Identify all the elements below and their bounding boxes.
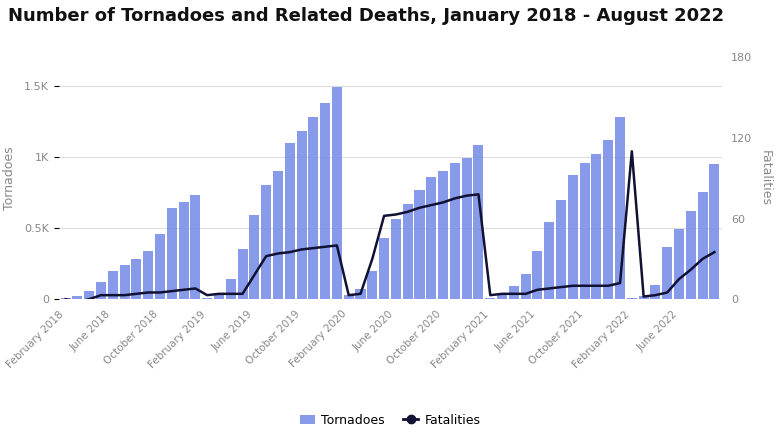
Bar [521,274,530,299]
Bar [285,143,295,299]
Bar [296,131,307,299]
Bar [261,185,271,299]
Bar [674,229,684,299]
Bar [96,282,106,299]
Bar [639,297,649,299]
Bar [214,295,224,299]
Bar [391,220,401,299]
Bar [108,271,118,299]
Bar [509,286,519,299]
Bar [615,117,625,299]
Bar [450,162,460,299]
Bar [356,289,366,299]
Bar [119,265,129,299]
Bar [697,192,707,299]
Bar [462,158,472,299]
Y-axis label: Fatalities: Fatalities [759,150,771,206]
Bar [568,176,578,299]
Bar [84,291,94,299]
Text: Number of Tornadoes and Related Deaths, January 2018 - August 2022: Number of Tornadoes and Related Deaths, … [8,7,724,25]
Bar [131,259,141,299]
Bar [308,117,318,299]
Bar [427,177,436,299]
Bar [651,285,661,299]
Bar [167,208,177,299]
Bar [473,146,484,299]
Bar [332,87,342,299]
Bar [591,154,601,299]
Bar [344,295,353,299]
Bar [438,171,448,299]
Bar [144,251,153,299]
Bar [686,211,696,299]
Bar [603,140,613,299]
Bar [250,215,259,299]
Bar [627,298,636,299]
Bar [202,298,212,299]
Y-axis label: Tornadoes: Tornadoes [2,147,16,210]
Bar [402,204,413,299]
Legend: Tornadoes, Fatalities: Tornadoes, Fatalities [295,409,485,432]
Bar [709,164,719,299]
Bar [320,103,330,299]
Bar [273,171,283,299]
Bar [556,200,566,299]
Bar [155,234,165,299]
Bar [225,279,236,299]
Bar [367,271,378,299]
Bar [662,246,672,299]
Bar [379,238,389,299]
Bar [238,249,247,299]
Bar [190,195,200,299]
Bar [533,251,542,299]
Bar [414,190,424,299]
Bar [544,222,555,299]
Bar [497,295,507,299]
Bar [61,298,71,299]
Bar [485,298,495,299]
Bar [179,202,189,299]
Bar [580,162,590,299]
Bar [73,297,83,299]
